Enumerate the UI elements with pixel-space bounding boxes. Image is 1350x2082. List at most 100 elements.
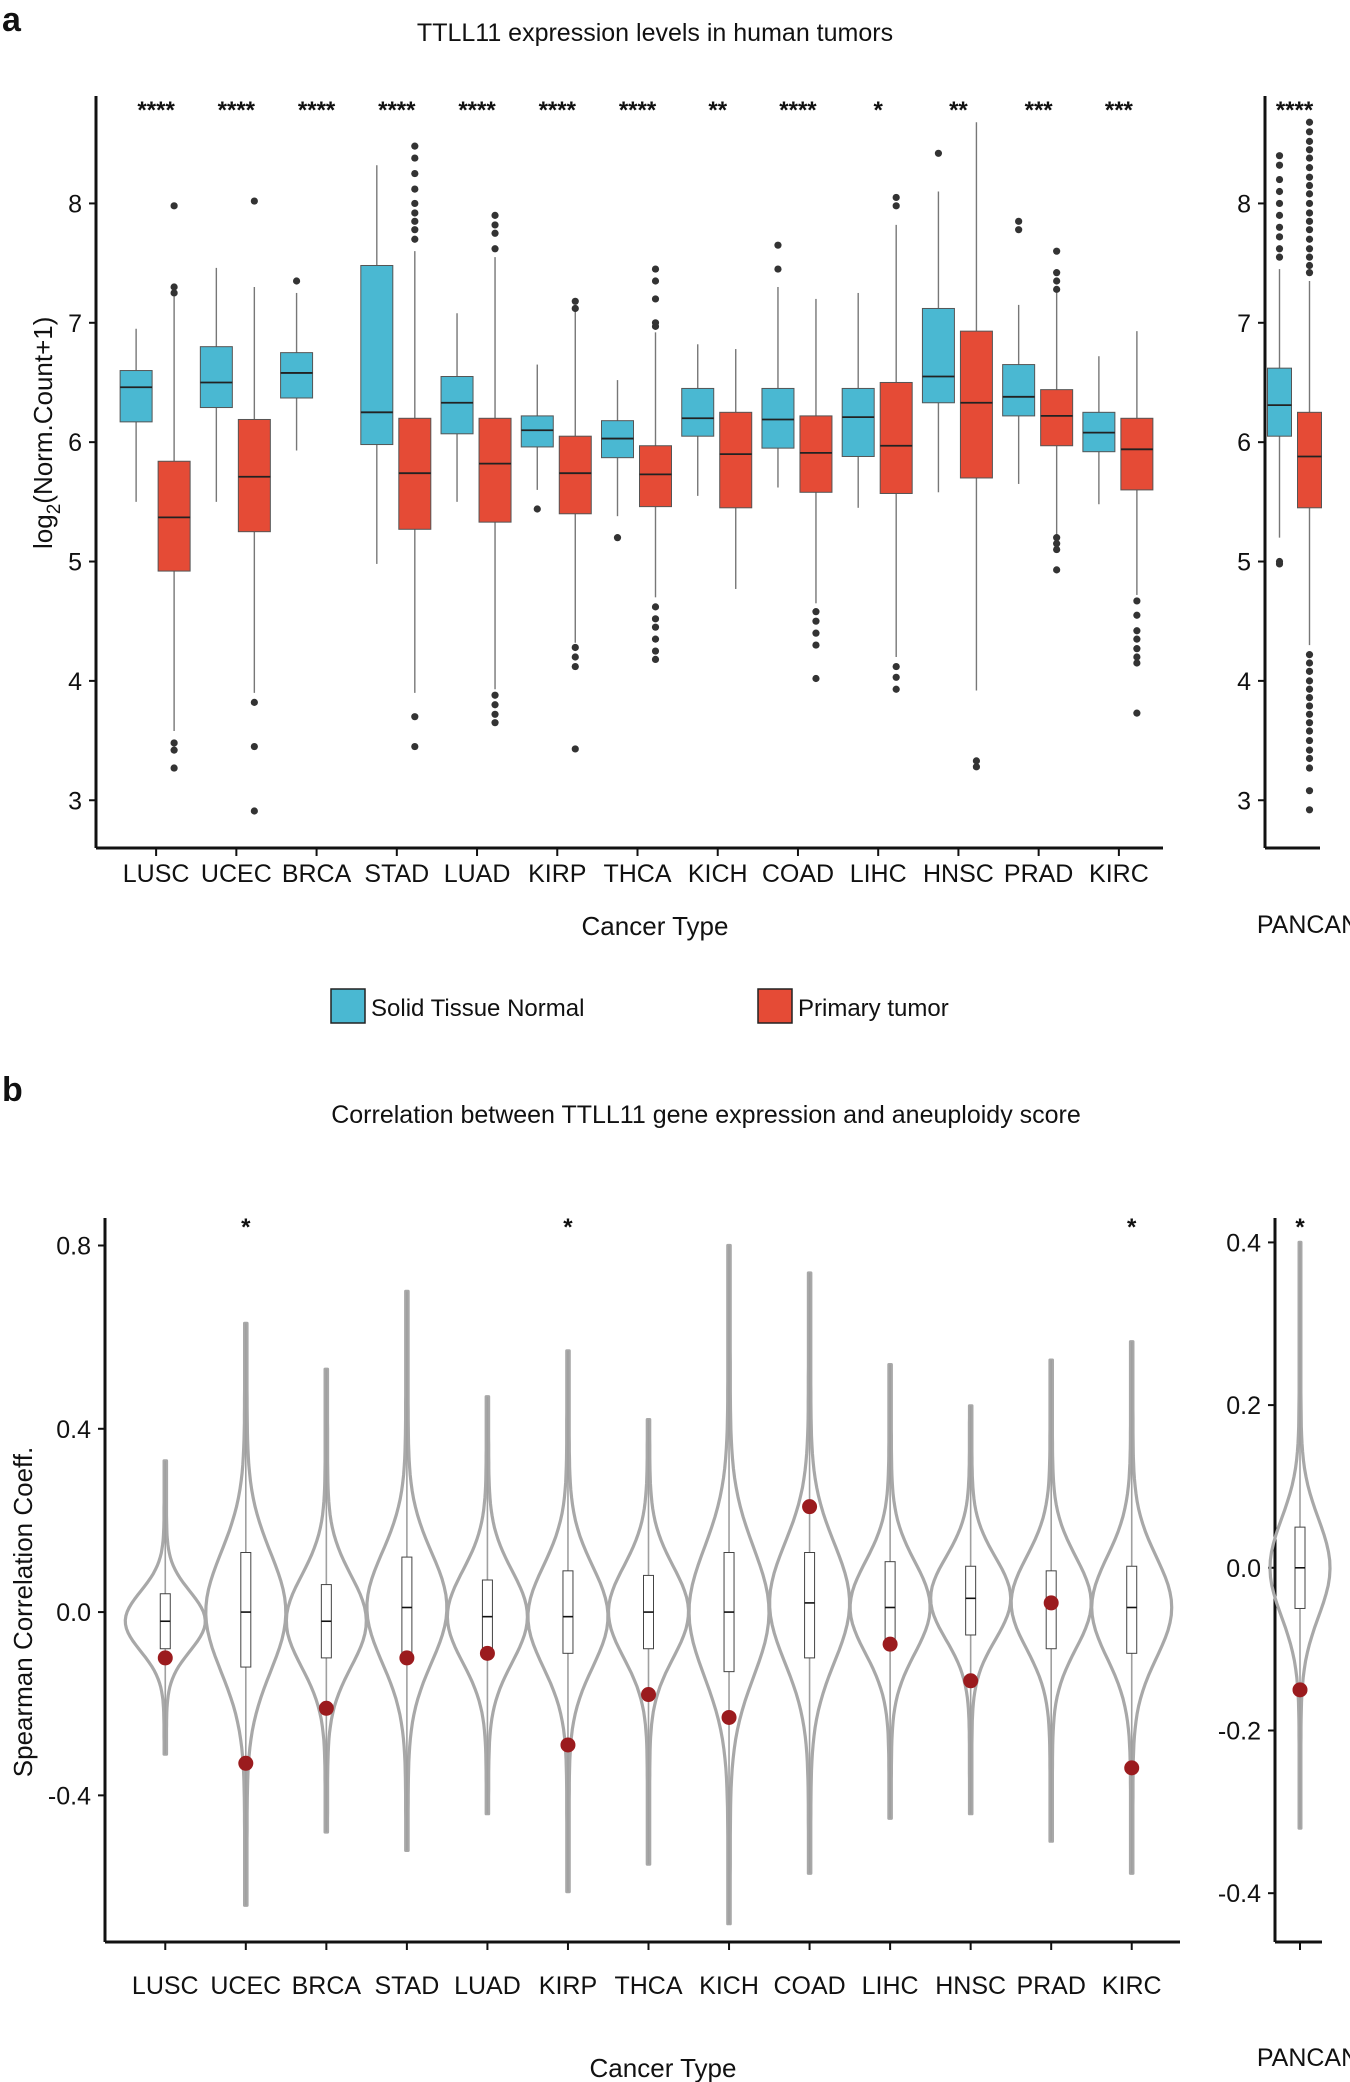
panel-a-coad-tumor (799, 298, 833, 683)
panel-a-prad-tumor-outlier (1053, 269, 1061, 277)
legend: Solid Tissue Normal Primary tumor (330, 988, 949, 1024)
panel-b-kich-violin-outline (687, 1243, 771, 1926)
panel-a-pancan-tumor-outlier (1305, 235, 1314, 243)
panel-a-pancan-tumor-box (1297, 411, 1322, 509)
panel-a-stad-tumor-outlier (411, 226, 419, 234)
panel-b-luad-xtick-label: LUAD (454, 1972, 521, 2000)
panel-b-pancan-label: PANCAN (1257, 2044, 1350, 2072)
panel-a-lihc-normal-box (841, 387, 875, 457)
panel-a-lusc-xtick-label: LUSC (123, 860, 190, 888)
panel-b-kirp-violin-outline (526, 1349, 610, 1894)
panel-a-lihc-tumor-box (879, 381, 913, 494)
panel-a-stad-normal (360, 165, 394, 564)
panel-b-lusc-xtick-label: LUSC (132, 1972, 199, 2000)
panel-b-kirc-violin-point (1124, 1760, 1140, 1776)
panel-a-pancan-tumor-outlier (1305, 764, 1314, 772)
panel-a-pancan-tumor-outlier (1305, 787, 1314, 795)
panel-a-prad-tumor-outlier (1053, 545, 1061, 554)
panel-b-luad-violin-point (479, 1645, 495, 1661)
panel-a-lusc-normal (119, 328, 153, 502)
panel-a-pancan-tumor-outlier (1305, 245, 1314, 253)
panel-b-y-axis-title: Spearman Correlation Coeff. (8, 1447, 38, 1777)
panel-a-pancan-ytick-label: 8 (1237, 190, 1251, 218)
panel-a-kirp-tumor-outlier (571, 662, 579, 671)
panel-b-kirc-violin-box (1126, 1565, 1138, 1654)
panel-b-kirc-significance: * (1127, 1214, 1137, 1241)
panel-b-kirc-xtick-label: KIRC (1102, 1972, 1162, 2000)
panel-a-luad-tumor-outlier (491, 211, 499, 219)
panel-a-luad-tumor-outlier (491, 229, 499, 237)
panel-a-ucec-tumor-outlier (250, 698, 258, 706)
panel-b-pancan-violin-outline (1268, 1240, 1332, 1830)
panel-a-pancan-ytick-label: 6 (1237, 429, 1251, 457)
panel-b-prad-violin-outline (1009, 1358, 1093, 1843)
panel-a-kirp-normal-outlier (533, 505, 541, 513)
panel-b-lusc-violin-outline (123, 1459, 207, 1756)
panel-b-thca-violin (606, 1418, 691, 1866)
panel-a-ytick-label: 8 (68, 190, 82, 218)
panel-b-brca-violin-point (318, 1700, 334, 1716)
panel-a-ucec-significance: **** (218, 97, 256, 124)
panel-a-kich-normal (681, 344, 715, 496)
panel-a-luad-tumor-outlier (491, 221, 499, 229)
panel-b-luad-violin-box (481, 1579, 493, 1650)
panel-a-pancan-tumor (1297, 118, 1322, 814)
panel-a-pancan-tumor-outlier (1305, 719, 1314, 727)
panel-a-pancan-tumor-outlier (1305, 806, 1314, 814)
panel-a-ucec-tumor (237, 197, 271, 815)
panel-a-kirp-tumor-outlier (571, 297, 579, 305)
panel-a-stad-tumor-outlier (411, 142, 419, 150)
panel-a-pancan-normal-outlier (1275, 152, 1284, 160)
panel-a-pancan-ytick-label: 7 (1237, 310, 1251, 338)
panel-a-thca-significance: **** (619, 97, 657, 124)
panel-a-coad-normal (761, 241, 795, 488)
panel-a-prad-tumor-box (1040, 389, 1074, 447)
panel-b-prad-xtick-label: PRAD (1016, 1972, 1085, 2000)
panel-b-ytick-label: 0.0 (56, 1599, 91, 1627)
panel-a-luad-normal-box (440, 376, 474, 435)
panel-b-ucec-xtick-label: UCEC (210, 1972, 281, 2000)
panel-a-coad-tumor-outlier (812, 629, 820, 637)
panel-b-kirc-violin (1090, 1340, 1174, 1875)
panel-a-lihc-tumor-outlier (892, 673, 900, 681)
panel-a-title: TTLL11 expression levels in human tumors (417, 19, 893, 47)
panel-a-thca-tumor-outlier (651, 623, 660, 631)
panel-a-pancan-tumor-outlier (1305, 710, 1314, 718)
panel-a-prad-tumor-outlier (1053, 566, 1061, 574)
panel-a-lusc-tumor-outlier (170, 739, 178, 747)
panel-a-thca-tumor-outlier (651, 635, 660, 643)
panel-a-kirc-tumor-outlier (1133, 597, 1141, 605)
panel-a-thca-xtick-label: THCA (603, 860, 671, 888)
panel-a-pancan-tumor-outlier (1305, 736, 1314, 745)
panel-a-kirp-tumor-outlier (571, 745, 579, 753)
panel-a-lihc-xtick-label: LIHC (850, 860, 907, 888)
panel-a-pancan-tumor-outlier (1305, 253, 1314, 261)
panel-a-hnsc-xtick-label: HNSC (923, 860, 994, 888)
panel-a-pancan-tumor-outlier (1305, 128, 1314, 136)
panel-a-kirc-significance: *** (1105, 97, 1134, 124)
panel-a-kirc-tumor-outlier (1133, 653, 1141, 661)
panel-b-pancan-violin (1268, 1240, 1332, 1830)
panel-b-pancan-violin-point (1292, 1682, 1308, 1698)
panel-a-pancan-significance: **** (1276, 97, 1314, 124)
panel-b-brca-violin (284, 1367, 368, 1834)
panel-b-kirp-violin-point (560, 1737, 576, 1753)
panel-a-prad-tumor (1040, 247, 1074, 574)
panel-a-pancan-tumor-outlier (1305, 226, 1314, 234)
panel-a-coad-tumor-outlier (812, 617, 820, 625)
panel-b-coad-violin (768, 1271, 852, 1875)
panel-b-lusc-violin (123, 1459, 207, 1756)
panel-a-pancan-normal-box (1267, 367, 1292, 437)
panel-a-kirc-tumor-box (1120, 417, 1154, 491)
panel-a-hnsc-tumor-outlier (972, 757, 981, 765)
panel-a-stad-tumor-outlier (411, 154, 419, 162)
panel-a-prad-normal (1002, 217, 1036, 484)
panel-a-pancan-tumor-outlier (1305, 146, 1314, 154)
panel-a-kirc-tumor-outlier (1133, 635, 1141, 643)
panel-a-stad-tumor-outlier (411, 235, 419, 243)
panel-a-coad-tumor-box (799, 415, 833, 493)
panel-b-coad-violin-box (804, 1552, 816, 1659)
panel-b-ucec-violin (204, 1321, 288, 1907)
panel-a-stad-tumor-outlier (411, 713, 419, 721)
panel-a-ucec-tumor-box (237, 418, 271, 533)
